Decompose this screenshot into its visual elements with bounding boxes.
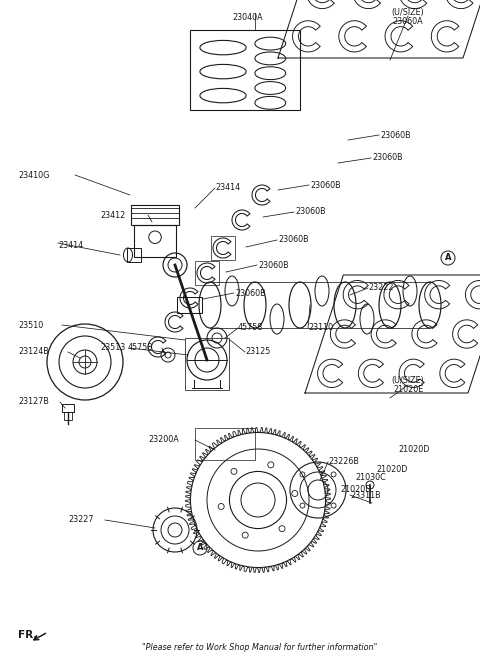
Text: 23110: 23110 <box>308 324 333 333</box>
Text: 21020D: 21020D <box>340 485 372 495</box>
Text: 45758: 45758 <box>128 343 154 352</box>
Text: 23125: 23125 <box>245 348 270 356</box>
Text: 23060B: 23060B <box>372 153 403 162</box>
Bar <box>177 297 202 313</box>
Text: (U/SIZE): (U/SIZE) <box>392 7 424 16</box>
Text: 23226B: 23226B <box>328 457 359 466</box>
Text: 23124B: 23124B <box>18 348 49 356</box>
Text: 23412: 23412 <box>100 210 125 219</box>
Text: 23311B: 23311B <box>350 491 381 500</box>
Bar <box>211 236 235 260</box>
Text: 23060B: 23060B <box>295 208 325 217</box>
Text: "Please refer to Work Shop Manual for further information": "Please refer to Work Shop Manual for fu… <box>143 643 378 652</box>
Bar <box>134 225 176 257</box>
Text: 21020D: 21020D <box>376 466 408 474</box>
Text: 23227: 23227 <box>68 515 94 525</box>
Text: 23222: 23222 <box>368 284 394 293</box>
Text: 23410G: 23410G <box>18 170 49 179</box>
Bar <box>195 261 219 285</box>
Bar <box>64 412 72 420</box>
Text: (U/SIZE): (U/SIZE) <box>392 375 424 384</box>
Text: 23060B: 23060B <box>380 130 410 140</box>
Text: 21020E: 21020E <box>393 386 423 394</box>
Bar <box>62 404 74 412</box>
Text: A: A <box>197 544 203 553</box>
Text: 23513: 23513 <box>100 343 125 352</box>
Bar <box>190 30 300 110</box>
Text: 23060B: 23060B <box>310 181 341 189</box>
Bar <box>131 205 179 225</box>
Text: 45758: 45758 <box>238 324 264 333</box>
Text: 23060B: 23060B <box>235 288 265 297</box>
Text: 23510: 23510 <box>18 320 43 329</box>
Text: 23060B: 23060B <box>258 261 288 269</box>
Text: FR.: FR. <box>18 630 37 640</box>
Text: 21030C: 21030C <box>355 474 386 483</box>
Text: 23060A: 23060A <box>393 18 423 26</box>
Bar <box>185 338 229 390</box>
Text: 23414: 23414 <box>215 183 240 193</box>
Text: 23200A: 23200A <box>148 436 179 445</box>
Text: 23127B: 23127B <box>18 398 49 407</box>
Bar <box>127 248 141 262</box>
Bar <box>195 428 255 460</box>
Text: 23040A: 23040A <box>233 14 264 22</box>
Text: 23414: 23414 <box>58 240 83 250</box>
Text: A: A <box>445 253 451 263</box>
Text: 21020D: 21020D <box>398 445 430 455</box>
Text: 23060B: 23060B <box>278 236 309 244</box>
